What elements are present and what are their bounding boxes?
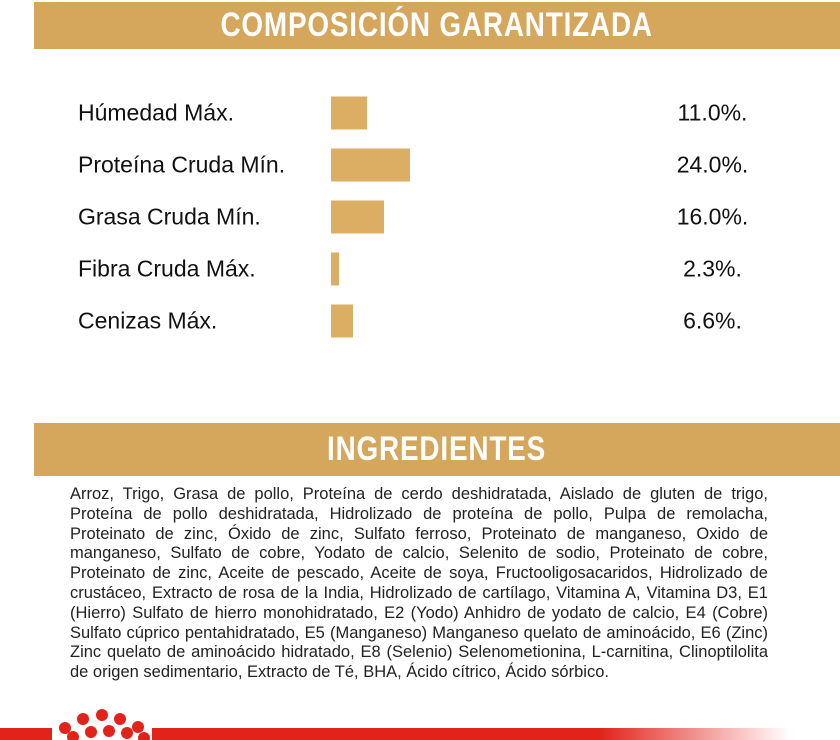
nutrient-label: Grasa Cruda Mín. — [78, 203, 261, 230]
brand-band-right — [152, 728, 790, 740]
ingredients-title: INGREDIENTES — [327, 430, 547, 468]
chart-row: Proteína Cruda Mín. 24.0%. — [0, 139, 840, 191]
logo-dot — [132, 721, 144, 733]
brand-band-left — [0, 728, 52, 740]
nutrient-bar — [331, 252, 339, 286]
chart-row: Grasa Cruda Mín. 16.0%. — [0, 191, 840, 243]
logo-dot — [67, 731, 79, 740]
nutrient-label: Proteína Cruda Mín. — [78, 151, 286, 178]
nutrient-bar — [331, 200, 384, 234]
ingredients-paragraph: Arroz, Trigo, Grasa de pollo, Proteína d… — [70, 485, 768, 682]
nutrient-value: 6.6%. — [683, 307, 742, 334]
composition-chart: Húmedad Máx. 11.0%. Proteína Cruda Mín. 24.… — [0, 87, 840, 347]
logo-dot — [121, 727, 133, 739]
nutrient-value: 11.0%. — [677, 99, 748, 126]
nutrient-label: Cenizas Máx. — [78, 307, 218, 334]
nutrient-value: 16.0%. — [676, 203, 749, 230]
nutrient-label: Fibra Cruda Máx. — [78, 255, 256, 282]
composition-title: COMPOSICIÓN GARANTIZADA — [220, 6, 654, 44]
nutrient-bar — [331, 148, 411, 182]
nutrient-label: Húmedad Máx. — [78, 99, 234, 126]
logo-dot — [114, 713, 126, 725]
composition-banner: COMPOSICIÓN GARANTIZADA — [34, 2, 840, 49]
chart-row: Cenizas Máx. 6.6%. — [0, 295, 840, 347]
nutrient-value: 2.3%. — [683, 255, 742, 282]
nutrient-bar — [331, 304, 353, 338]
logo-dot — [138, 732, 150, 740]
logo-dot — [59, 722, 71, 734]
nutrient-bar — [331, 96, 368, 130]
logo-dot — [85, 726, 97, 738]
logo-dot — [96, 709, 108, 721]
chart-row: Húmedad Máx. 11.0%. — [0, 87, 840, 139]
logo-dot — [77, 713, 89, 725]
logo-dot — [103, 725, 115, 737]
ingredients-banner: INGREDIENTES — [34, 423, 840, 476]
nutrient-value: 24.0%. — [676, 151, 749, 178]
chart-row: Fibra Cruda Máx. 2.3%. — [0, 243, 840, 295]
